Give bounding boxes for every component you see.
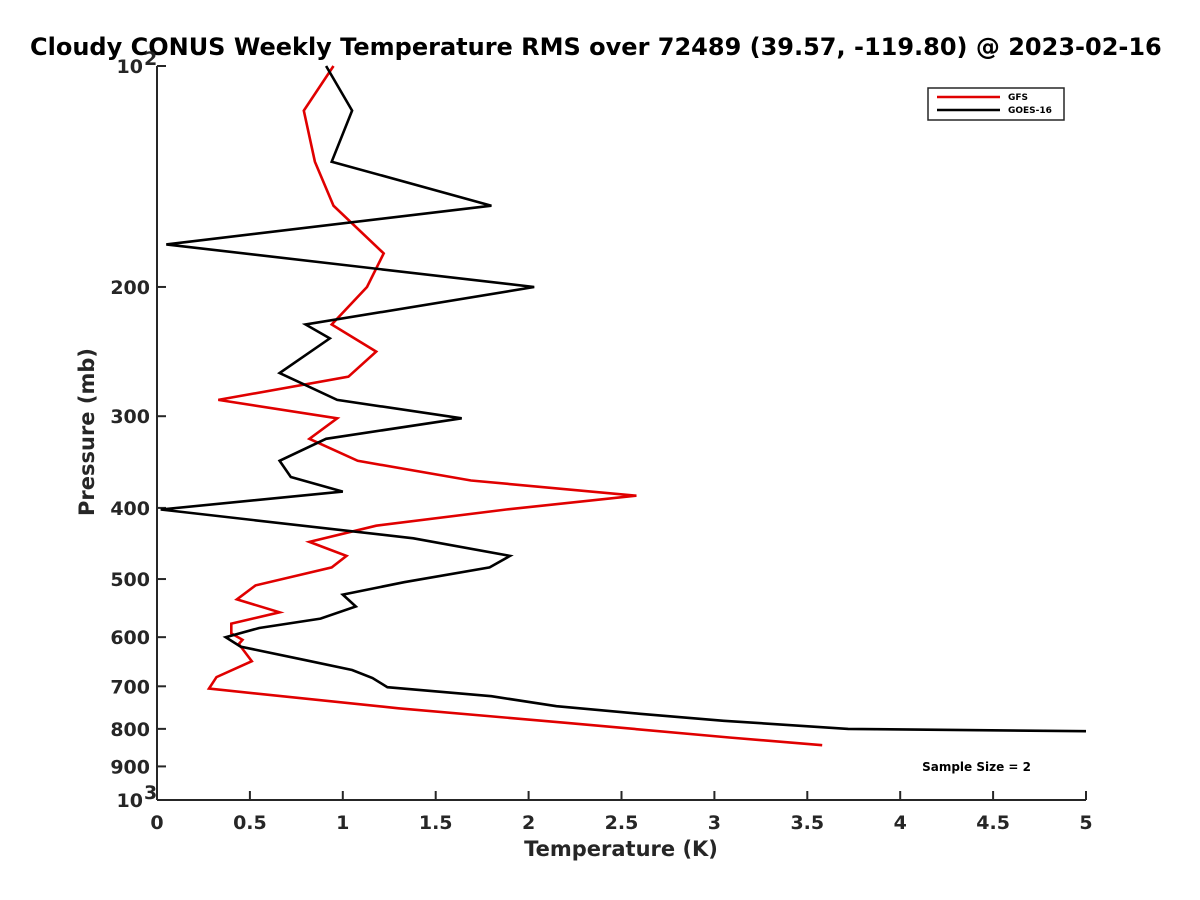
axes: 0 0.5 1 1.5 2 2.5 3 3.5 4 4.5 510 22003004005006007…: [110, 48, 1092, 834]
y-tick-base: 400: [110, 498, 150, 520]
x-axis-label: Temperature (K): [524, 837, 718, 861]
series-layer: [160, 65, 1087, 747]
legend-box: [927, 87, 1065, 121]
legend-label-gfs: GFS: [1008, 93, 1028, 103]
y-tick-label: 400: [110, 498, 150, 520]
y-tick-label: 900: [110, 756, 150, 778]
series-points-gfs: [208, 65, 823, 746]
x-tick-label: 4.5: [976, 812, 1010, 834]
x-tick-label: 3: [708, 812, 721, 834]
y-tick-exponent: 2: [144, 48, 157, 70]
y-tick-base: 600: [110, 627, 150, 649]
y-axis-label: Pressure (mb): [75, 348, 99, 516]
y-tick-label: 500: [110, 569, 150, 591]
y-tick-label: 10: [117, 790, 143, 812]
chart-title: Cloudy CONUS Weekly Temperature RMS over…: [30, 33, 1162, 61]
x-tick-label: 0.5: [233, 812, 267, 834]
x-tick-label: 3.5: [790, 812, 824, 834]
y-tick-base: 10: [117, 790, 143, 812]
x-tick-label: 2.5: [605, 812, 639, 834]
series-line-goes-16: [160, 65, 1087, 733]
x-tick-label: 1.5: [419, 812, 453, 834]
x-tick-label: 0: [150, 812, 163, 834]
y-tick-base: 10: [117, 56, 143, 78]
y-tick-label: 600: [110, 627, 150, 649]
y-tick-base: 500: [110, 569, 150, 591]
y-tick-base: 300: [110, 406, 150, 428]
series-line-gfs: [206, 65, 823, 747]
y-tick-label: 800: [110, 719, 150, 741]
x-tick-label: 2: [522, 812, 535, 834]
y-tick-label: 10: [117, 56, 143, 78]
y-tick-label: 700: [110, 676, 150, 698]
y-tick-exponent: 3: [144, 782, 157, 804]
y-tick-label: 200: [110, 277, 150, 299]
sample-size-annotation: Sample Size = 2: [922, 760, 1031, 774]
y-tick-label: 300: [110, 406, 150, 428]
legend: GFS GOES-16: [927, 87, 1065, 121]
legend-label-goes-16: GOES-16: [1008, 106, 1052, 116]
series-points-goes-16: [160, 65, 1087, 732]
y-tick-base: 800: [110, 719, 150, 741]
y-tick-base: 200: [110, 277, 150, 299]
x-tick-label: 1: [336, 812, 349, 834]
y-tick-base: 700: [110, 676, 150, 698]
x-tick-label: 4: [894, 812, 907, 834]
x-tick-label: 5: [1079, 812, 1092, 834]
y-tick-base: 900: [110, 756, 150, 778]
